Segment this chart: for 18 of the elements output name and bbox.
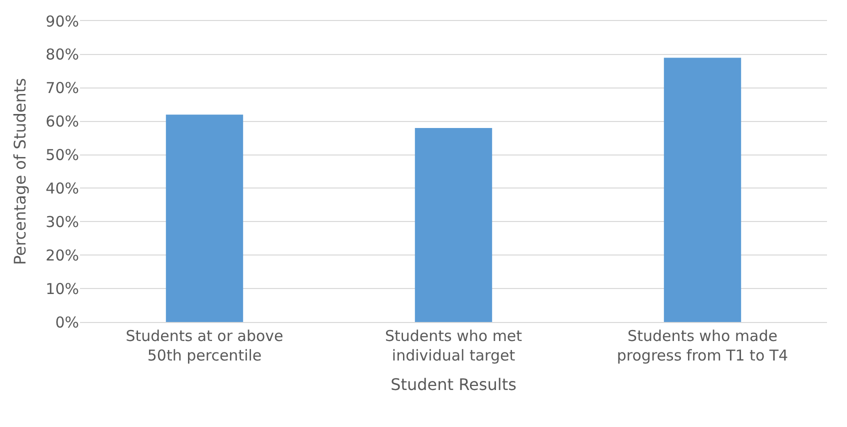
y-tick-label: 90% [46, 12, 79, 30]
x-tick-label: Students who made progress from T1 to T4 [616, 327, 788, 364]
bar [166, 114, 244, 322]
bar [414, 128, 492, 322]
y-tick-label: 30% [46, 212, 79, 231]
y-tick-label: 0% [55, 313, 79, 332]
x-axis-title: Student Results [390, 375, 516, 394]
x-tick-label: Students who met individual target [384, 327, 522, 364]
x-tick-label: Students at or above 50th percentile [126, 327, 284, 364]
y-axis-title: Percentage of Students [10, 78, 30, 265]
y-tick-label: 60% [46, 112, 79, 131]
y-tick-label: 80% [46, 46, 79, 64]
y-tick-label: 10% [46, 280, 79, 298]
y-tick-label: 50% [46, 146, 79, 164]
y-tick-label: 70% [46, 79, 79, 98]
y-tick-label: 20% [46, 246, 79, 264]
bar [664, 58, 742, 322]
y-tick-label: 40% [46, 179, 79, 198]
